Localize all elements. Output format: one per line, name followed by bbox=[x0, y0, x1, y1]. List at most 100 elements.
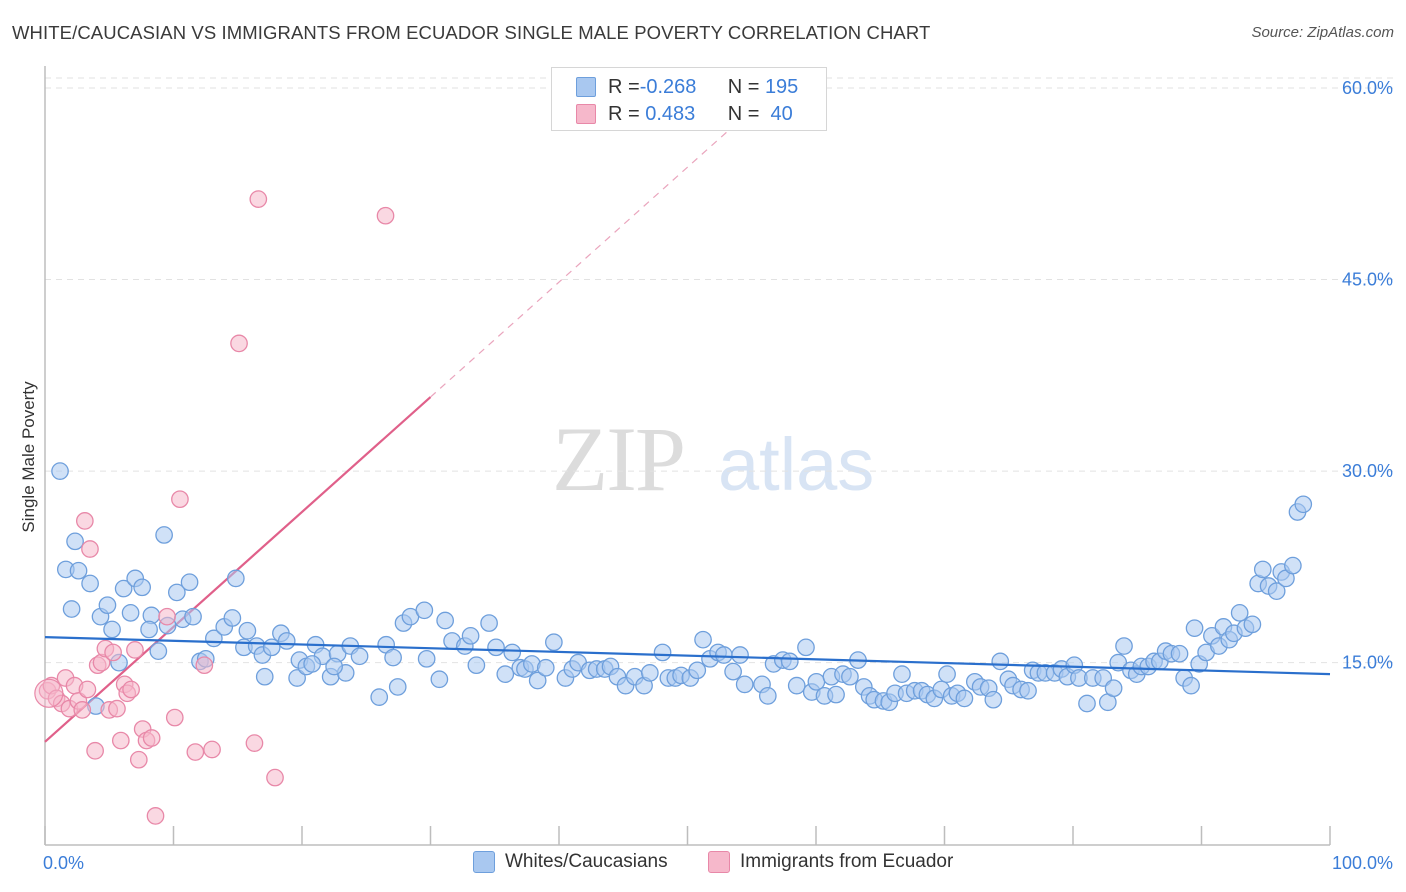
axes bbox=[44, 66, 1331, 846]
data-points bbox=[34, 190, 1313, 825]
point-whites bbox=[350, 647, 369, 666]
legend-swatch-pink bbox=[576, 104, 596, 124]
point-whites bbox=[62, 600, 81, 618]
point-whites bbox=[797, 638, 815, 657]
point-whites bbox=[1170, 644, 1189, 663]
point-whites bbox=[827, 685, 845, 704]
point-whites bbox=[545, 633, 563, 652]
bottom-legend-swatch-pink bbox=[708, 851, 730, 873]
point-ecuador bbox=[34, 678, 64, 708]
point-whites bbox=[731, 646, 749, 664]
bottom-legend-swatch-blue bbox=[473, 851, 495, 873]
point-ecuador bbox=[186, 743, 205, 761]
point-whites bbox=[1185, 619, 1204, 638]
legend-n-value: 195 bbox=[764, 75, 799, 98]
pink-trend bbox=[44, 74, 791, 743]
point-whites bbox=[467, 656, 486, 675]
legend-n-label: N = bbox=[727, 75, 765, 98]
legend-row-ecuador: R = 0.483 N = 40 bbox=[576, 101, 793, 127]
point-whites bbox=[893, 665, 911, 683]
tick-labels: 15.0% 30.0% 45.0% 60.0% 0.0% 100.0% bbox=[43, 78, 1393, 873]
legend-r-label: R = bbox=[608, 75, 640, 98]
blue-trend-line bbox=[44, 636, 1331, 676]
point-ecuador bbox=[245, 734, 264, 752]
y-tick-label: 45.0% bbox=[1342, 270, 1393, 290]
legend-swatch-blue bbox=[576, 77, 596, 97]
point-whites bbox=[51, 462, 69, 480]
point-whites bbox=[370, 688, 389, 706]
point-ecuador bbox=[165, 708, 184, 727]
point-whites bbox=[758, 687, 777, 705]
point-whites bbox=[1267, 582, 1286, 600]
point-whites bbox=[735, 675, 754, 694]
point-whites bbox=[430, 670, 449, 689]
point-whites bbox=[223, 609, 242, 627]
point-whites bbox=[1019, 681, 1037, 700]
point-whites bbox=[1115, 637, 1133, 655]
point-whites bbox=[303, 655, 322, 673]
bottom-legend-label: Immigrants from Ecuador bbox=[740, 851, 954, 872]
pink-trend-line bbox=[44, 396, 432, 743]
point-whites bbox=[1243, 615, 1262, 634]
point-whites bbox=[121, 603, 140, 622]
point-ecuador bbox=[158, 607, 176, 626]
watermark-atlas: atlas bbox=[718, 423, 874, 506]
point-ecuador bbox=[195, 656, 214, 675]
point-whites bbox=[325, 657, 343, 676]
point-whites bbox=[1230, 603, 1249, 622]
gridlines bbox=[45, 77, 1395, 664]
point-whites bbox=[1078, 694, 1096, 713]
point-whites bbox=[436, 611, 454, 630]
point-whites bbox=[167, 583, 186, 602]
point-whites bbox=[388, 678, 407, 696]
point-whites bbox=[69, 561, 88, 580]
point-ecuador bbox=[122, 680, 140, 699]
bottom-legend-whites: Whites/Caucasians bbox=[473, 851, 668, 873]
point-whites bbox=[724, 662, 742, 681]
point-whites bbox=[149, 642, 168, 661]
legend-n-label: N = bbox=[727, 102, 765, 125]
point-whites bbox=[503, 643, 522, 662]
point-whites bbox=[780, 652, 799, 671]
point-whites bbox=[688, 661, 707, 680]
point-whites bbox=[103, 620, 121, 639]
point-ecuador bbox=[108, 699, 126, 718]
point-whites bbox=[288, 669, 306, 687]
point-whites bbox=[640, 664, 659, 682]
point-whites bbox=[66, 532, 84, 551]
point-ecuador bbox=[171, 490, 189, 509]
point-whites bbox=[536, 658, 555, 677]
legend-row-whites: R = -0.268 N = 195 bbox=[576, 74, 798, 100]
point-whites bbox=[1104, 679, 1123, 698]
point-ecuador bbox=[376, 206, 395, 225]
x-tick-label: 100.0% bbox=[1332, 853, 1393, 873]
y-tick-label: 15.0% bbox=[1342, 653, 1393, 673]
legend-r-value: 0.483 bbox=[639, 102, 696, 125]
point-whites bbox=[180, 573, 199, 592]
chart-title: WHITE/CAUCASIAN VS IMMIGRANTS FROM ECUAD… bbox=[12, 22, 931, 43]
point-whites bbox=[984, 690, 1003, 709]
chart-source: Source: ZipAtlas.com bbox=[1251, 24, 1394, 41]
pink-trend-extrapolated bbox=[430, 74, 791, 398]
point-ecuador bbox=[266, 768, 284, 787]
point-whites bbox=[991, 652, 1010, 671]
point-whites bbox=[1109, 653, 1128, 672]
bottom-legend-label: Whites/Caucasians bbox=[505, 851, 668, 872]
watermark: ZIP atlas bbox=[552, 408, 874, 510]
point-ecuador bbox=[142, 729, 161, 747]
point-ecuador bbox=[78, 680, 97, 699]
y-tick-label: 30.0% bbox=[1342, 461, 1393, 481]
point-whites bbox=[140, 620, 158, 639]
point-whites bbox=[461, 626, 480, 645]
point-ecuador bbox=[86, 741, 104, 760]
point-whites bbox=[1253, 560, 1272, 579]
point-ecuador bbox=[73, 701, 92, 719]
y-axis-label: Single Male Poverty bbox=[19, 381, 38, 533]
point-ecuador bbox=[104, 643, 122, 662]
point-whites bbox=[384, 648, 402, 667]
point-whites bbox=[417, 649, 436, 668]
point-whites bbox=[955, 689, 974, 708]
watermark-zip: ZIP bbox=[552, 408, 684, 510]
point-whites bbox=[694, 630, 712, 649]
